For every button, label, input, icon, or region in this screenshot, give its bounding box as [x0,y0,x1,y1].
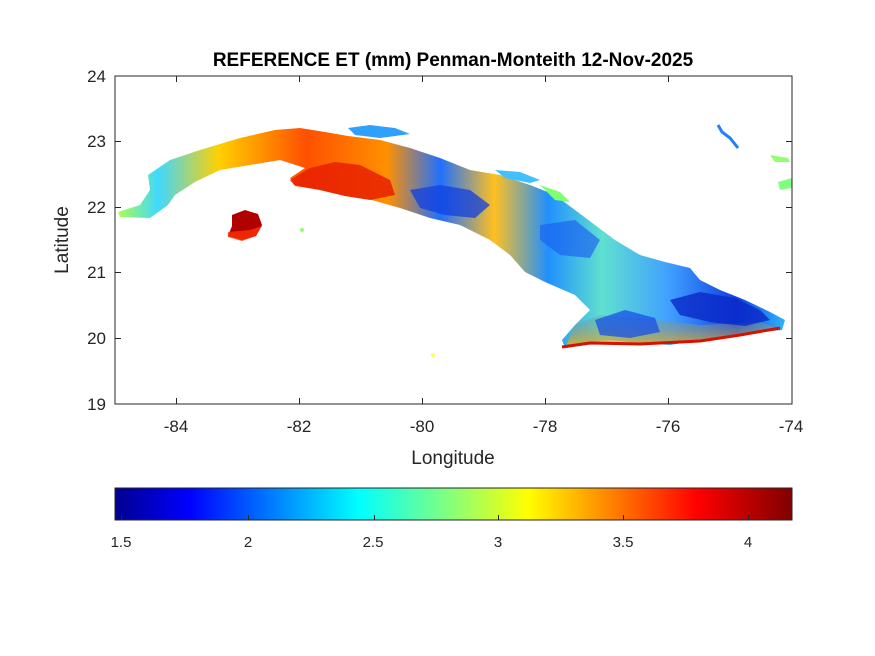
axes-box [114,75,793,405]
x-axis: -84 -82 -80 -78 -76 -74 Longitude [164,76,804,469]
y-axis: 24 23 22 21 20 19 Latitude [52,67,792,414]
northern-cays-2 [495,170,540,183]
x-tick-label: -84 [164,417,189,436]
map-layer [118,124,792,357]
y-axis-label: Latitude [52,206,73,274]
x-tick-label: -80 [410,417,435,436]
zapata-hot-area [290,162,395,200]
colorbar-tick-label: 1.5 [111,534,132,551]
colorbar-tick-label: 3.5 [613,534,634,551]
northern-cays-3 [540,185,570,202]
colorbar-tick-label: 2.5 [363,534,384,551]
chart-title: REFERENCE ET (mm) Penman-Monteith 12-Nov… [213,50,694,71]
x-tick-label: -82 [287,417,312,436]
eastern-cool-area [670,292,770,326]
axes-background [115,76,792,404]
x-tick-label: -74 [779,417,804,436]
y-tick-label: 23 [87,132,106,151]
colorbar-tick-label: 3 [494,534,502,551]
colorbar-tick-label: 4 [744,534,752,551]
colorbar-gradient [114,487,793,521]
y-tick-label: 19 [87,395,106,414]
y-tick-label: 20 [87,329,106,348]
bahamas-island [716,124,740,149]
small-cay [431,353,435,357]
y-tick-label: 24 [87,67,106,86]
x-tick-label: -76 [656,417,681,436]
colorbar: 1.5 2 2.5 3 3.5 4 [111,487,793,551]
granma-cool-area [595,310,660,338]
cuba-main-island [118,128,785,348]
colorbar-tick-label: 2 [244,534,252,551]
y-tick-label: 21 [87,263,106,282]
isla-de-la-juventud-coast [228,226,262,241]
south-coast-hot-rim [561,326,781,349]
x-axis-label: Longitude [411,448,494,469]
small-cay-2 [300,228,304,232]
camaguey-cool-area [540,220,600,258]
plot-area: -84 -82 -80 -78 -76 -74 Longitude 24 23 … [52,67,803,469]
central-cool-area [410,185,490,218]
inagua-island [770,155,790,162]
y-tick-label: 22 [87,198,106,217]
inagua-island-2 [778,178,792,190]
northern-cays [348,125,410,138]
x-tick-label: -78 [533,417,558,436]
